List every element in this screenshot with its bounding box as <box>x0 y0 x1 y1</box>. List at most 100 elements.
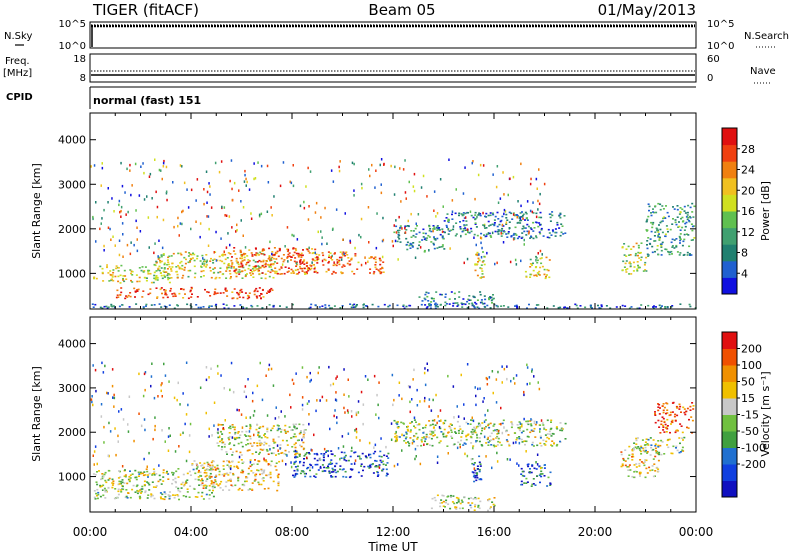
power-cell <box>259 267 262 269</box>
velocity-cell <box>457 499 460 501</box>
power-xticks <box>89 113 697 309</box>
velocity-sparse-cell <box>506 377 508 381</box>
velocity-cell <box>135 485 138 488</box>
velocity-cell <box>450 494 452 497</box>
velocity-cell <box>539 435 542 438</box>
velocity-cell <box>520 438 523 441</box>
velocity-sparse-cell <box>432 398 434 402</box>
power-sparse-cell <box>447 227 449 231</box>
velocity-sparse-cell <box>483 397 485 400</box>
power-sparse-cell <box>499 197 502 200</box>
velocity-sparse-cell <box>334 398 337 401</box>
velocity-cell <box>640 453 643 455</box>
velocity-cell <box>208 484 211 487</box>
power-cell <box>462 303 465 305</box>
power-sparse-cell <box>103 249 105 252</box>
velocity-cell <box>459 428 462 430</box>
power-cell <box>514 305 516 307</box>
power-cell <box>163 263 166 266</box>
power-cell <box>435 291 438 293</box>
power-cell <box>190 296 193 298</box>
power-cell <box>441 228 444 230</box>
velocity-cell <box>492 503 495 506</box>
velocity-cell <box>258 427 261 429</box>
power-sparse-cell <box>543 182 546 186</box>
velocity-cell <box>138 473 141 475</box>
power-cell <box>686 251 689 254</box>
power-cell <box>479 293 482 296</box>
power-cell <box>531 264 533 266</box>
power-sparse-cell <box>270 257 273 261</box>
power-cell <box>273 247 276 249</box>
power-cell <box>149 292 152 295</box>
colorbar-segment <box>722 260 737 278</box>
power-cell <box>454 234 457 237</box>
power-cell <box>224 288 227 291</box>
power-cell <box>112 279 115 282</box>
power-cell <box>492 213 495 216</box>
velocity-cell <box>470 506 473 509</box>
power-cell <box>256 297 259 299</box>
velocity-sparse-cell <box>503 426 505 429</box>
velocity-cell <box>474 469 477 472</box>
power-cell <box>175 270 178 273</box>
power-sparse-cell <box>419 246 422 249</box>
power-cell <box>670 250 673 253</box>
power-sparse-cell <box>248 188 251 191</box>
velocity-cell <box>429 430 432 433</box>
power-cell <box>251 305 254 308</box>
velocity-cell <box>681 437 684 439</box>
power-cell <box>115 267 118 270</box>
power-cell <box>231 291 234 293</box>
velocity-sparse-cell <box>311 466 314 469</box>
power-cell <box>247 295 250 297</box>
velocity-cell <box>428 436 431 439</box>
velocity-cell <box>498 423 501 425</box>
power-cell <box>307 250 310 252</box>
power-cell <box>267 290 270 292</box>
velocity-cell <box>251 444 254 447</box>
power-cell <box>310 303 313 306</box>
velocity-cell <box>150 495 153 498</box>
power-sparse-cell <box>270 206 272 209</box>
power-cell <box>653 240 656 242</box>
power-cell <box>640 304 643 306</box>
power-cell <box>302 249 304 251</box>
power-cell <box>691 229 694 232</box>
velocity-cell <box>341 468 344 471</box>
velocity-sparse-cell <box>247 378 249 381</box>
velocity-cell <box>467 502 470 504</box>
velocity-cell <box>657 446 660 448</box>
power-cell <box>494 230 497 233</box>
velocity-cell <box>474 505 476 508</box>
velocity-sparse-cell <box>164 440 166 443</box>
velocity-cell <box>674 431 677 434</box>
velocity-cell <box>635 437 638 440</box>
velocity-cell <box>500 444 503 446</box>
velocity-cell <box>294 435 297 438</box>
power-cell <box>130 272 132 275</box>
velocity-cell <box>638 447 641 450</box>
velocity-cell <box>313 475 316 477</box>
velocity-sparse-cell <box>259 361 261 365</box>
velocity-cell <box>632 448 635 451</box>
velocity-cell <box>474 503 477 506</box>
power-cell <box>255 254 258 257</box>
power-cell <box>661 220 664 222</box>
velocity-cell <box>456 502 458 504</box>
power-cell <box>530 235 532 238</box>
power-sparse-cell <box>436 212 439 215</box>
velocity-cell <box>672 445 675 448</box>
velocity-sparse-cell <box>301 366 304 369</box>
nsky-label: N.Sky <box>4 31 32 42</box>
power-cell <box>336 258 339 261</box>
power-sparse-cell <box>195 199 197 202</box>
power-cell <box>686 254 689 256</box>
power-cell <box>158 303 161 305</box>
velocity-sparse-cell <box>423 371 426 375</box>
velocity-sparse-cell <box>302 447 305 451</box>
colorbar-segment <box>722 447 737 465</box>
velocity-cell <box>465 421 468 424</box>
power-cell <box>647 304 650 307</box>
velocity-cell <box>682 406 685 409</box>
